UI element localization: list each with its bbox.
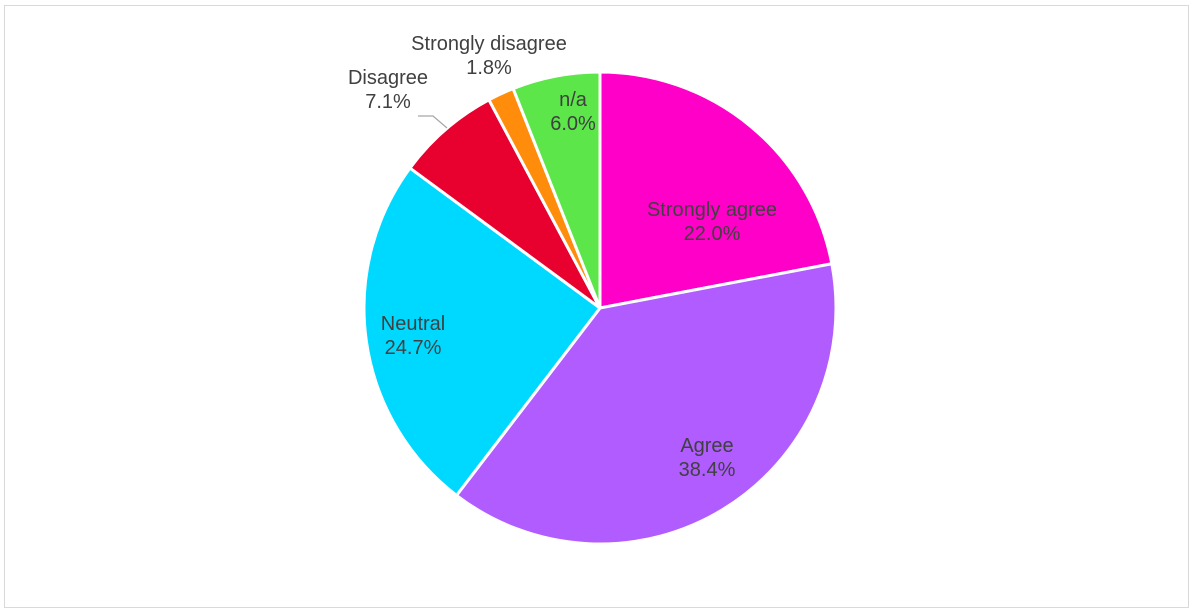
- label-category: Neutral: [381, 313, 445, 335]
- slice-neutral: [362, 166, 602, 497]
- label-percent: 38.4%: [679, 459, 736, 481]
- slice-strongly-agree: [598, 70, 834, 310]
- slice-n-a: [511, 70, 602, 310]
- label-disagree: Disagree 7.1%: [348, 67, 428, 113]
- label-category: n/a: [559, 89, 588, 111]
- label-category: Strongly disagree: [411, 33, 567, 55]
- slice-agree: [455, 262, 838, 546]
- label-n-a: n/a 6.0%: [550, 89, 596, 135]
- leader-lines: [418, 115, 448, 129]
- label-strongly-disagree: Strongly disagree 1.8%: [411, 33, 567, 79]
- label-agree: Agree 38.4%: [679, 435, 736, 481]
- slice-labels: Strongly agree 22.0% Agree 38.4% Neutral 24.7…: [348, 33, 777, 481]
- label-percent: 6.0%: [550, 113, 596, 135]
- leader-line-disagree: [418, 115, 448, 129]
- label-strongly-agree: Strongly agree 22.0%: [647, 199, 777, 245]
- label-category: Disagree: [348, 67, 428, 89]
- label-percent: 7.1%: [365, 91, 411, 113]
- pie-slices: [362, 70, 838, 546]
- label-percent: 24.7%: [385, 337, 442, 359]
- label-percent: 1.8%: [466, 57, 512, 79]
- label-neutral: Neutral 24.7%: [381, 313, 445, 359]
- label-percent: 22.0%: [684, 223, 741, 245]
- label-category: Strongly agree: [647, 199, 777, 221]
- slice-disagree: [408, 98, 602, 310]
- label-category: Agree: [680, 435, 733, 457]
